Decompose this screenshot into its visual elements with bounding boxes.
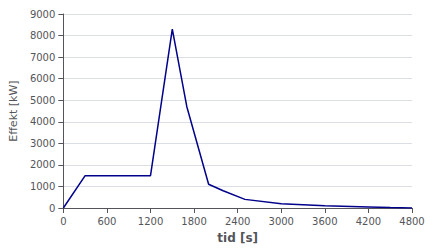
svg-text:1200: 1200 — [138, 216, 163, 227]
svg-text:4800: 4800 — [399, 216, 424, 227]
svg-text:600: 600 — [97, 216, 116, 227]
svg-text:2000: 2000 — [30, 159, 55, 170]
svg-text:2400: 2400 — [225, 216, 250, 227]
svg-text:3600: 3600 — [312, 216, 337, 227]
svg-text:5000: 5000 — [30, 95, 55, 106]
svg-text:3000: 3000 — [269, 216, 294, 227]
svg-text:0: 0 — [60, 216, 66, 227]
svg-text:Effekt [kW]: Effekt [kW] — [7, 80, 20, 141]
svg-text:7000: 7000 — [30, 52, 55, 63]
svg-text:9000: 9000 — [30, 9, 55, 20]
svg-text:6000: 6000 — [30, 73, 55, 84]
svg-text:tid [s]: tid [s] — [217, 231, 258, 245]
svg-text:1000: 1000 — [30, 181, 55, 192]
svg-text:0: 0 — [49, 203, 55, 214]
svg-text:8000: 8000 — [30, 30, 55, 41]
svg-text:1800: 1800 — [181, 216, 206, 227]
svg-text:4200: 4200 — [356, 216, 381, 227]
svg-text:4000: 4000 — [30, 116, 55, 127]
svg-text:3000: 3000 — [30, 138, 55, 149]
